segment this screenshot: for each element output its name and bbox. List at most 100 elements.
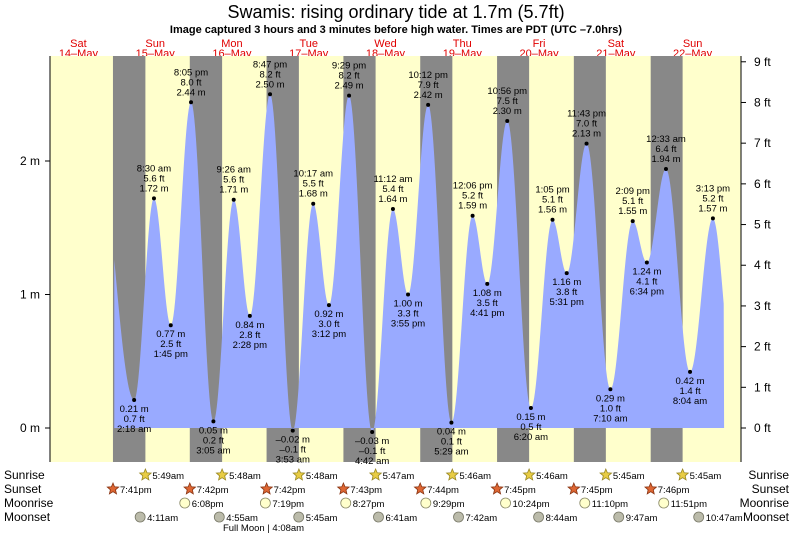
tide-extreme-dot [688,369,693,374]
extreme-label-line2: 5.2 ft [702,193,723,204]
chart-subtitle: Image captured 3 hours and 3 minutes bef… [170,24,622,36]
extreme-label-line2: 1.0 ft [600,403,621,414]
extreme-label-line1: 3:13 pm [696,183,730,194]
extreme-label-line3: 1:45 pm [154,349,188,360]
tide-extreme-dot [449,420,454,425]
chart-title: Swamis: rising ordinary tide at 1.7m (5.… [227,2,564,22]
tide-extreme-dot [211,419,216,424]
tide-extreme-dot [168,323,173,328]
moonrise-row-label-left: Moonrise [4,496,54,510]
sunrise-icon [522,467,536,481]
extreme-label-line3: 6:34 pm [630,286,664,297]
extreme-label-line1: 0.77 m [156,329,185,340]
extreme-label-line2: 2.8 ft [239,330,260,341]
extreme-label-line3: 1.59 m [458,201,487,212]
sunset-time: 7:41pm [120,485,152,496]
tide-extreme-dot [370,430,375,435]
y-tick-label-right: 9 ft [754,55,771,69]
moonset-icon [373,511,384,523]
moonrise-time: 7:19pm [272,499,304,510]
extreme-label-line2: 5.1 ft [622,196,643,207]
extreme-label-line3: 6:20 am [514,432,548,443]
extreme-label-line3: 1.72 m [139,183,168,194]
sunrise-icon [292,467,306,481]
extreme-label-line1: 10:56 pm [487,86,527,97]
extreme-label-line2: 0.2 ft [203,435,224,446]
extreme-label-line3: 2.13 m [572,129,601,140]
tide-extreme-dot [608,387,613,392]
extreme-label-line1: 11:43 pm [567,109,606,120]
extreme-label-line3: 1.68 m [299,189,328,200]
extreme-label-line1: 0.04 m [437,427,466,438]
moonrise-icon [579,497,591,509]
sunset-row-label-left: Sunset [4,482,42,496]
extreme-label-line3: 3:05 am [196,445,230,456]
moonset-time: 9:47am [626,513,658,524]
extreme-label-line2: 5.6 ft [223,175,244,186]
moonset-time: 5:45am [306,513,338,524]
tide-extreme-dot [189,100,194,105]
extreme-label-line1: 0.84 m [235,320,264,331]
moonset-icon [533,511,544,523]
extreme-label-line1: 8:05 pm [174,67,208,78]
y-tick-label-right: 3 ft [754,299,771,313]
tide-extreme-dot [268,92,273,97]
extreme-label-line3: 8:04 am [673,396,707,407]
extreme-label-line1: 1.16 m [552,277,581,288]
sunset-row-label-right: Sunset [752,482,790,496]
tide-extreme-dot [584,141,589,146]
moonrise-time: 8:27pm [353,499,385,510]
extreme-label-line2: 2.5 ft [160,339,181,350]
day-name-label: Tue [299,38,318,50]
sunrise-time: 5:49am [152,471,184,482]
sunset-time: 7:42pm [197,485,229,496]
extreme-label-line3: 5:31 pm [550,297,584,308]
extreme-label-line2: 1.4 ft [679,386,700,397]
sun-moon-table: Sunrise Sunrise 5:49am 5:48am 5:48am 5:47am 5:… [4,467,790,534]
sunset-icon [106,481,120,495]
extreme-label-line1: 0.92 m [314,309,343,320]
extreme-label-line2: 8.2 ft [338,71,359,82]
moonset-icon [693,511,705,523]
extreme-label-line3: 4:41 pm [470,308,504,319]
y-tick-label-right: 8 ft [754,95,771,109]
extreme-label-line3: 2:28 pm [233,340,267,351]
extreme-label-line1: 9:29 pm [332,61,366,72]
moonrise-row-label-right: Moonrise [740,496,790,510]
sunrise-time: 5:46am [536,471,568,482]
extreme-label-line3: 3:12 pm [312,329,346,340]
tide-extreme-dot [247,313,252,318]
moonrise-time: 10:24pm [513,499,550,510]
y-tick-label-right: 2 ft [754,340,771,354]
y-axis-left: 0 m 1 m 2 m [20,56,51,462]
moonrise-time: 9:29pm [433,499,465,510]
tide-extreme-dot [485,281,490,286]
extreme-label-line3: 3:53 am [276,455,310,466]
moonrise-time: 11:51pm [671,499,707,510]
day-name-label: Sat [608,38,625,50]
moonrise-icon [259,497,271,509]
extreme-label-line1: 10:17 am [293,169,333,180]
tide-extreme-dot [644,260,649,265]
tide-extreme-dot [426,102,431,107]
tide-extreme-dot [470,213,475,218]
extreme-label-line2: 3.3 ft [397,309,418,320]
extreme-label-line1: 1:05 pm [535,185,569,196]
sunrise-icon [445,467,460,481]
moonset-row-label-left: Moonset [4,510,51,524]
moonset-time: 7:42am [466,513,498,524]
extreme-label-line1: 2:09 pm [616,186,650,197]
sunrise-row-label-left: Sunrise [4,468,45,482]
extreme-label-line2: 3.0 ft [318,319,339,330]
extreme-label-line2: 5.6 ft [143,173,164,184]
moonrise-icon [500,497,511,509]
y-tick-label-right: 7 ft [754,136,771,150]
extreme-label-line2: 0.1 ft [441,437,462,448]
moonset-icon [134,511,146,523]
sunset-icon [644,481,658,495]
extreme-label-line3: 2.49 m [335,81,364,92]
sunset-icon [567,481,581,495]
y-axis-right: 0 ft 1 ft 2 ft 3 ft 4 ft 5 ft 6 ft 7 ft 8 ft 9 ft [740,55,771,462]
sunrise-time: 5:46am [459,471,491,482]
moonrise-icon [179,497,191,509]
